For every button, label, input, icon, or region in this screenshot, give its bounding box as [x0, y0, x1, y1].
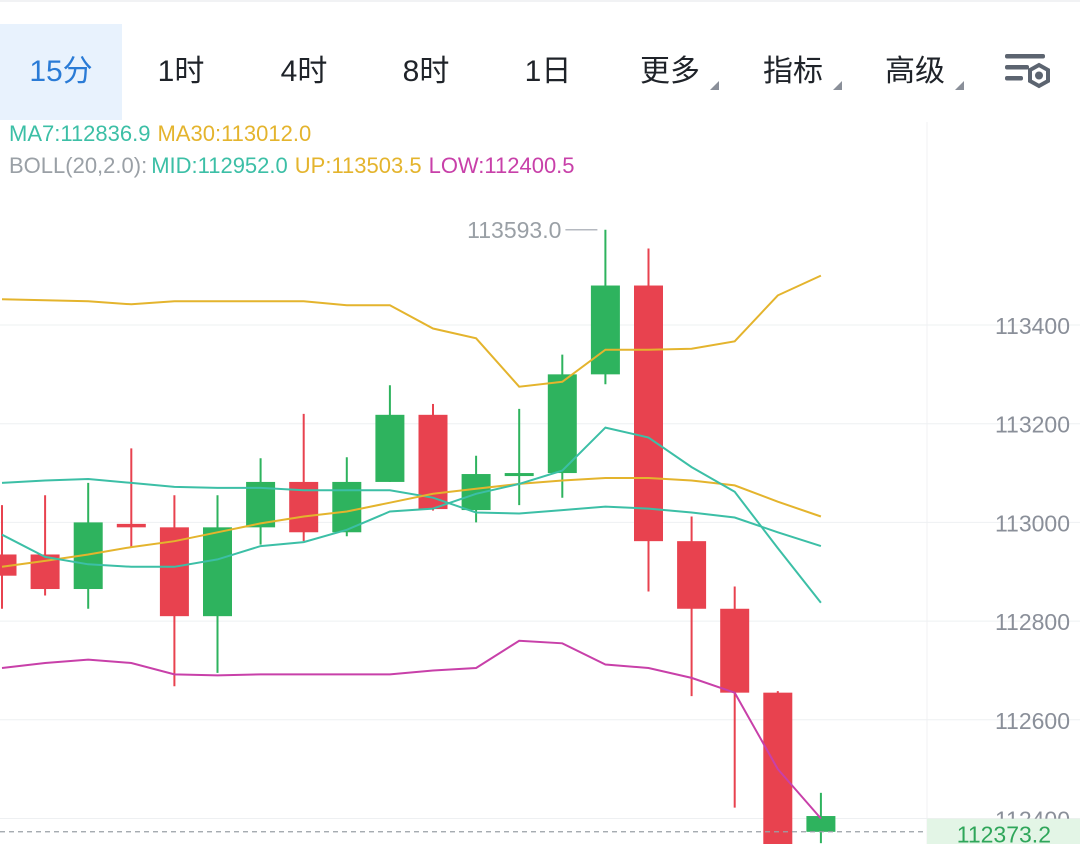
boll-mid-legend: MID:112952.0: [151, 153, 288, 178]
low-line: [1, 639, 822, 820]
tab-label: 高级: [885, 55, 945, 88]
candle-body: [634, 285, 663, 542]
tab-5[interactable]: 更多: [611, 24, 729, 120]
mid-line: [1, 477, 822, 548]
y-tick-label: 113200: [995, 412, 1070, 438]
ma30-line: [1, 477, 822, 568]
candle-body: [375, 414, 405, 482]
ma7-line: [1, 426, 822, 604]
tab-4[interactable]: 1日: [489, 24, 607, 120]
boll-low-legend: LOW:112400.5: [428, 153, 575, 178]
dropdown-triangle-icon: [955, 81, 964, 90]
candle-body: [504, 473, 534, 477]
ma-legend: MA7:112836.9 MA30:113012.0: [9, 121, 318, 147]
tab-0[interactable]: 15分: [0, 24, 122, 120]
boll-label: BOLL(20,2.0):: [9, 153, 148, 178]
tab-label: 指标: [763, 55, 823, 88]
y-tick-label: 113400: [995, 313, 1070, 339]
candle-body: [590, 285, 620, 375]
candle-body: [677, 541, 707, 609]
candle-body: [203, 527, 232, 617]
dropdown-triangle-icon: [710, 81, 719, 90]
tab-label: 4时: [280, 55, 328, 88]
up-line: [1, 274, 822, 388]
candle-body: [720, 608, 750, 693]
tab-1[interactable]: 1时: [122, 24, 240, 120]
candle-body: [806, 816, 836, 832]
tab-label: 1日: [524, 55, 572, 88]
tab-6[interactable]: 指标: [734, 24, 852, 120]
tab-label: 15分: [29, 55, 93, 88]
candle-body: [547, 374, 577, 474]
tab-2[interactable]: 4时: [245, 24, 363, 120]
ma30-legend: MA30:113012.0: [157, 121, 312, 146]
boll-legend: BOLL(20,2.0): MID:112952.0 UP:113503.5 LOW:…: [9, 153, 582, 179]
y-tick-label: 113000: [995, 510, 1070, 536]
boll-up-legend: UP:113503.5: [294, 153, 422, 178]
tab-label: 1时: [157, 55, 205, 88]
chart-settings-icon[interactable]: [1003, 52, 1055, 92]
last-price-tag: [927, 818, 1080, 844]
candle-body: [116, 523, 146, 528]
dropdown-triangle-icon: [833, 81, 842, 90]
last-price-label: 112373.2: [957, 822, 1051, 844]
tab-7[interactable]: 高级: [856, 24, 974, 120]
ma7-legend: MA7:112836.9: [9, 121, 151, 146]
candle-body: [246, 481, 276, 528]
tab-3[interactable]: 8时: [367, 24, 485, 120]
timeframe-toolbar: 15分 1时 4时 8时 1日 更多 指标 高级: [0, 0, 1080, 122]
tab-label: 更多: [640, 55, 700, 88]
tab-label: 8时: [402, 55, 450, 88]
y-tick-label: 112600: [995, 708, 1070, 734]
top-divider: [0, 0, 1080, 2]
high-marker-label: 113593.0: [467, 217, 561, 243]
y-tick-label: 112800: [995, 609, 1070, 635]
